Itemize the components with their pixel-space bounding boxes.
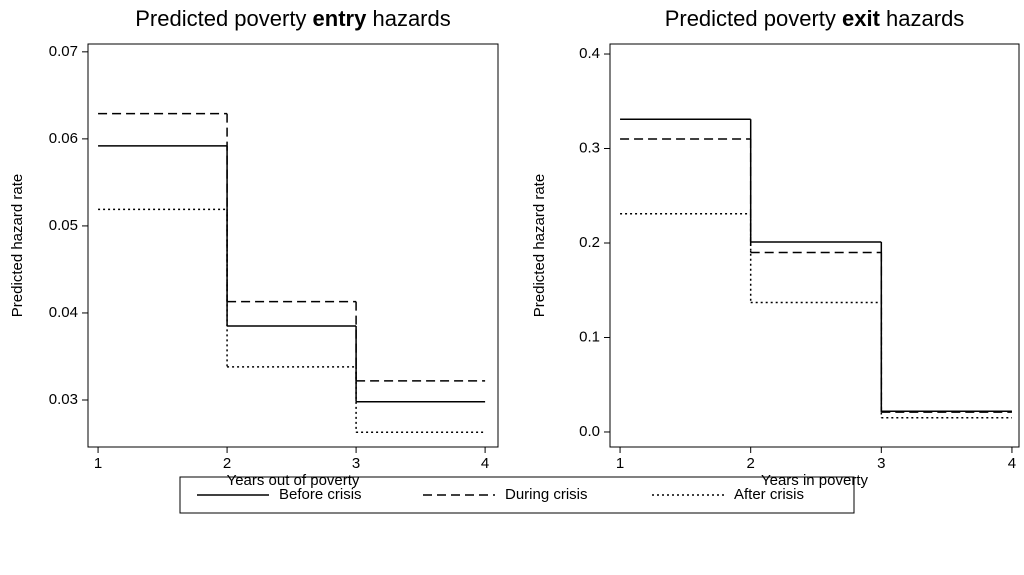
x-tick-label: 3: [877, 455, 885, 472]
title-part: hazards: [366, 6, 450, 31]
x-tick-label: 1: [616, 455, 624, 472]
y-tick-label: 0.04: [49, 304, 78, 321]
y-tick-label: 0.03: [49, 391, 78, 408]
plot-frame: [609, 43, 1020, 448]
legend-label: After crisis: [734, 486, 804, 503]
title-part: Predicted poverty: [665, 6, 836, 31]
chart-title: Predicted poverty entry hazards: [135, 6, 451, 31]
x-tick-label: 4: [481, 455, 489, 472]
y-tick-label: 0.1: [579, 328, 600, 345]
y-tick-label: 0.07: [49, 43, 78, 60]
x-tick-label: 1: [94, 455, 102, 472]
y-axis-label: Predicted hazard rate: [531, 174, 548, 317]
x-tick-label: 2: [747, 455, 755, 472]
y-tick-label: 0.4: [579, 45, 600, 62]
y-tick-label: 0.2: [579, 234, 600, 251]
x-tick-label: 4: [1008, 455, 1016, 472]
legend-frame: [179, 476, 855, 514]
title-part: exit: [836, 6, 881, 31]
title-part: hazards: [880, 6, 964, 31]
title-part: entry: [306, 6, 367, 31]
legend-label: During crisis: [505, 486, 588, 503]
x-tick-label: 2: [223, 455, 231, 472]
y-tick-label: 0.3: [579, 139, 600, 156]
title-part: Predicted poverty: [135, 6, 306, 31]
x-axis-label: Years out of poverty: [227, 472, 360, 489]
y-tick-label: 0.05: [49, 217, 78, 234]
legend: Before crisis During crisis After crisis: [179, 476, 855, 514]
y-tick-label: 0.0: [579, 423, 600, 440]
chart-title: Predicted poverty exit hazards: [665, 6, 965, 31]
y-tick-label: 0.06: [49, 130, 78, 147]
y-axis-label: Predicted hazard rate: [9, 174, 26, 317]
legend-label: Before crisis: [279, 486, 362, 503]
plot-frame: [87, 43, 499, 448]
x-tick-label: 3: [352, 455, 360, 472]
x-axis-label: Years in poverty: [761, 472, 869, 489]
